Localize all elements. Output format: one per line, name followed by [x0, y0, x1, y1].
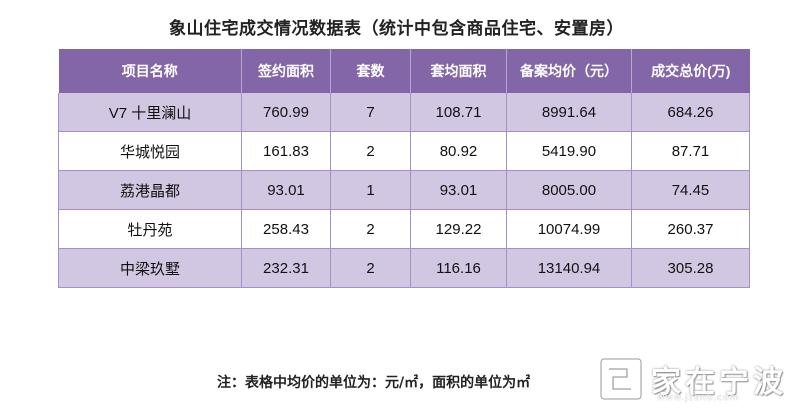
cell-avg-price: 13140.94 [506, 248, 632, 288]
cell-total-price: 87.71 [631, 131, 750, 171]
watermark: 家在宁波 www.jzsnb.com [597, 353, 793, 409]
cell-units: 2 [330, 248, 411, 288]
cell-units: 7 [330, 93, 411, 132]
table-row: 牡丹苑 258.43 2 129.22 10074.99 260.37 [58, 209, 750, 249]
unit-footnote: 注：表格中均价的单位为：元/㎡，面积的单位为㎡ [217, 375, 531, 391]
table-row: V7 十里澜山 760.99 7 108.71 8991.64 684.26 [58, 93, 750, 132]
header-total-price: 成交总价(万) [631, 49, 750, 93]
cell-total-price: 684.26 [631, 93, 750, 132]
cell-contract-area: 93.01 [241, 170, 331, 210]
cell-contract-area: 258.43 [241, 209, 331, 249]
cell-project-name: V7 十里澜山 [58, 93, 242, 132]
cell-units: 2 [330, 131, 411, 171]
cell-project-name: 荔港晶都 [58, 170, 242, 210]
header-project-name: 项目名称 [58, 49, 242, 93]
cell-contract-area: 232.31 [241, 248, 331, 288]
header-units: 套数 [330, 49, 411, 93]
header-contract-area: 签约面积 [241, 49, 331, 93]
cell-units: 2 [330, 209, 411, 249]
cell-total-price: 74.45 [631, 170, 750, 210]
cell-avg-area: 108.71 [410, 93, 507, 132]
table-row: 华城悦园 161.83 2 80.92 5419.90 87.71 [58, 131, 750, 171]
cell-total-price: 260.37 [631, 209, 750, 249]
cell-avg-price: 5419.90 [506, 131, 632, 171]
cell-project-name: 中梁玖墅 [58, 248, 242, 288]
table-row: 中梁玖墅 232.31 2 116.16 13140.94 305.28 [58, 248, 750, 288]
cell-contract-area: 760.99 [241, 93, 331, 132]
cell-avg-price: 8991.64 [506, 93, 632, 132]
table-row: 荔港晶都 93.01 1 93.01 8005.00 74.45 [58, 170, 750, 210]
cell-units: 1 [330, 170, 411, 210]
header-avg-area: 套均面积 [410, 49, 507, 93]
table-header-row: 项目名称 签约面积 套数 套均面积 备案均价（元） 成交总价(万) [58, 49, 750, 93]
cell-project-name: 牡丹苑 [58, 209, 242, 249]
cell-total-price: 305.28 [631, 248, 750, 288]
sales-data-table: 项目名称 签约面积 套数 套均面积 备案均价（元） 成交总价(万) V7 十里澜… [58, 49, 750, 288]
cell-avg-area: 80.92 [410, 131, 507, 171]
cell-avg-area: 93.01 [410, 170, 507, 210]
table-title: 象山住宅成交情况数据表（统计中包含商品住宅、安置房） [169, 19, 624, 39]
cell-avg-area: 129.22 [410, 209, 507, 249]
cell-project-name: 华城悦园 [58, 131, 242, 171]
watermark-text: 家在宁波 [651, 365, 787, 400]
watermark-logo-icon [599, 357, 643, 401]
watermark-url: www.jzsnb.com [657, 393, 740, 403]
cell-avg-area: 116.16 [410, 248, 507, 288]
cell-avg-price: 8005.00 [506, 170, 632, 210]
cell-avg-price: 10074.99 [506, 209, 632, 249]
cell-contract-area: 161.83 [241, 131, 331, 171]
header-avg-price: 备案均价（元） [506, 49, 632, 93]
